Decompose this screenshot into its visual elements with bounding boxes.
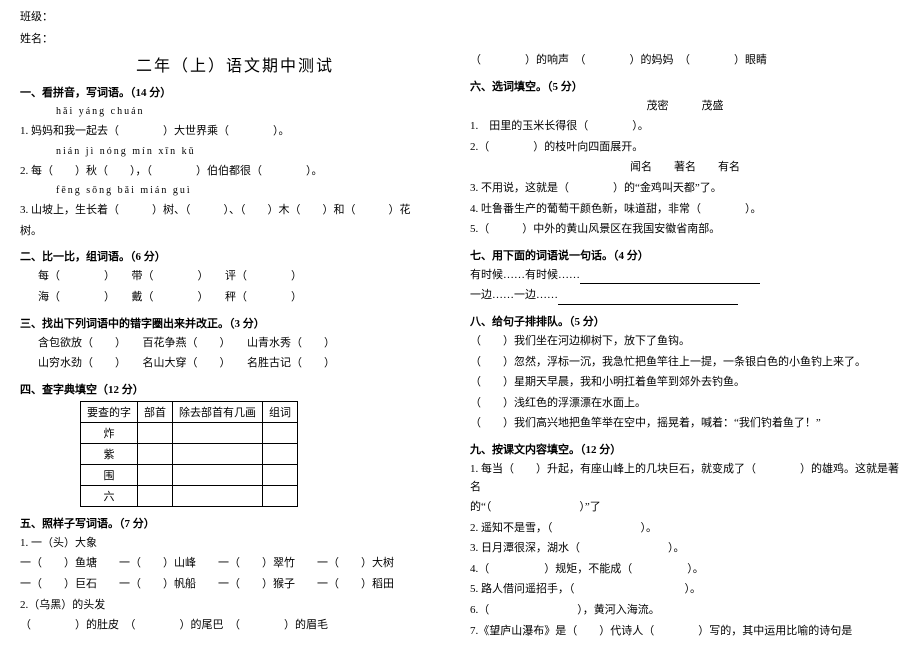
s5-line-3: 一（ ）巨石 一（ ）帆船 一（ ）猴子 一（ ）稻田 — [20, 576, 450, 594]
class-label: 班级： — [20, 8, 900, 24]
s9-line-5: 5. 路人借问遥招手，（ ）。 — [470, 581, 900, 599]
s1-pinyin-2: nián jì nóng mín xīn kǔ — [20, 144, 450, 160]
s6-line-1: 1. 田里的玉米长得很（ ）。 — [470, 118, 900, 136]
s8-line-4: （ ）浅红色的浮漂漂在水面上。 — [470, 395, 900, 413]
th-radical: 部首 — [138, 401, 173, 422]
td-blank — [138, 422, 173, 443]
s9-line-2: 2. 遥知不是雪，（ ）。 — [470, 520, 900, 538]
s9-line-3: 3. 日月潭很深，湖水（ ）。 — [470, 540, 900, 558]
blank-line — [558, 293, 738, 305]
td-blank — [263, 443, 298, 464]
td-blank — [263, 485, 298, 506]
s2-head: 二、比一比，组词语。（6 分） — [20, 248, 450, 264]
td-blank — [173, 422, 263, 443]
s8-head: 八、给句子排排队。（5 分） — [470, 313, 900, 329]
s8-line-5: （ ）我们高兴地把鱼竿举在空中，摇晃着，喊着：“我们钓着鱼了！” — [470, 415, 900, 433]
right-column: （ ）的响声 （ ）的妈妈 （ ）眼睛 六、选词填空。（5 分） 茂密 茂盛 1… — [470, 52, 900, 643]
th-char: 要查的字 — [81, 401, 138, 422]
td-blank — [173, 485, 263, 506]
td-char: 围 — [81, 464, 138, 485]
s8-line-3: （ ）星期天早晨，我和小明扛着鱼竿到郊外去钓鱼。 — [470, 374, 900, 392]
lookup-table: 要查的字 部首 除去部首有几画 组词 炸 紫 围 六 — [80, 401, 298, 507]
s9-head: 九、按课文内容填空。（12 分） — [470, 441, 900, 457]
s9-line-7: 7.《望庐山瀑布》是（ ）代诗人（ ）写的，其中运用比喻的诗句是 — [470, 623, 900, 641]
s5-line-1: 1. 一（头）大象 — [20, 535, 450, 553]
s5-head: 五、照样子写词语。（7 分） — [20, 515, 450, 531]
td-blank — [173, 443, 263, 464]
th-word: 组词 — [263, 401, 298, 422]
s8-line-1: （ ）我们坐在河边柳树下，放下了鱼钩。 — [470, 333, 900, 351]
s8-line-2: （ ）忽然，浮标一沉，我急忙把鱼竿往上一提，一条银白色的小鱼钓上来了。 — [470, 354, 900, 372]
s6-opt-1: 茂密 茂盛 — [470, 98, 900, 116]
exam-title: 二年（上）语文期中测试 — [20, 52, 450, 76]
s6-head: 六、选词填空。（5 分） — [470, 78, 900, 94]
s6-line-4: 4. 吐鲁番生产的葡萄干颜色新，味道甜，非常（ ）。 — [470, 201, 900, 219]
s9-line-1b: 的“（ ）”了 — [470, 499, 900, 517]
table-row: 六 — [81, 485, 298, 506]
td-char: 炸 — [81, 422, 138, 443]
table-row: 紫 — [81, 443, 298, 464]
td-blank — [138, 443, 173, 464]
s5-line-5: （ ）的肚皮 （ ）的尾巴 （ ）的眉毛 — [20, 617, 450, 635]
td-char: 紫 — [81, 443, 138, 464]
s4-head: 四、查字典填空（12 分） — [20, 381, 450, 397]
s9-line-1: 1. 每当（ ）升起，有座山峰上的几块巨石，就变成了（ ）的雄鸡。这就是著名 — [470, 461, 900, 496]
s6-line-5: 5.（ ）中外的黄山风景区在我国安徽省南部。 — [470, 221, 900, 239]
s5-line-4: 2.（乌黑）的头发 — [20, 597, 450, 615]
s7-line-1: 有时候……有时候…… — [470, 267, 900, 285]
header-labels: 班级： 姓名： — [20, 8, 900, 46]
table-row: 炸 — [81, 422, 298, 443]
th-strokes: 除去部首有几画 — [173, 401, 263, 422]
td-char: 六 — [81, 485, 138, 506]
td-blank — [263, 464, 298, 485]
s1-pinyin-1: hǎi yáng chuán — [20, 104, 450, 120]
page-columns: 二年（上）语文期中测试 一、看拼音，写词语。（14 分） hǎi yáng ch… — [20, 52, 900, 643]
td-blank — [263, 422, 298, 443]
s7-prefix-2: 一边……一边…… — [470, 289, 558, 301]
name-label: 姓名： — [20, 30, 900, 46]
blank-line — [580, 272, 760, 284]
s5-right-1: （ ）的响声 （ ）的妈妈 （ ）眼睛 — [470, 52, 900, 70]
s1-line-3b: 树。 — [20, 223, 450, 241]
s6-line-3: 3. 不用说，这就是（ ）的“金鸡叫天都”了。 — [470, 180, 900, 198]
s1-line-1: 1. 妈妈和我一起去（ ）大世界乘（ ）。 — [20, 123, 450, 141]
s2-line-1: 每（ ） 带（ ） 评（ ） — [20, 268, 450, 286]
left-column: 二年（上）语文期中测试 一、看拼音，写词语。（14 分） hǎi yáng ch… — [20, 52, 450, 643]
s3-head: 三、找出下列词语中的错字圈出来并改正。（3 分） — [20, 315, 450, 331]
s7-line-2: 一边……一边…… — [470, 287, 900, 305]
s2-line-2: 海（ ） 戴（ ） 秤（ ） — [20, 289, 450, 307]
td-blank — [138, 464, 173, 485]
table-header-row: 要查的字 部首 除去部首有几画 组词 — [81, 401, 298, 422]
table-row: 围 — [81, 464, 298, 485]
s1-pinyin-3: fēng sōng bǎi mián guì — [20, 183, 450, 199]
td-blank — [138, 485, 173, 506]
s3-line-2: 山穷水劲（ ） 名山大穿（ ） 名胜古记（ ） — [20, 355, 450, 373]
s9-line-6: 6.（ ），黄河入海流。 — [470, 602, 900, 620]
s6-opt-2: 闻名 著名 有名 — [470, 159, 900, 177]
td-blank — [173, 464, 263, 485]
s7-head: 七、用下面的词语说一句话。（4 分） — [470, 247, 900, 263]
s1-line-2: 2. 每（ ）秋（ ），（ ）伯伯都很（ ）。 — [20, 163, 450, 181]
s3-line-1: 含包欲放（ ） 百花争燕（ ） 山青水秀（ ） — [20, 335, 450, 353]
s9-line-4: 4.（ ）规矩，不能成（ ）。 — [470, 561, 900, 579]
s5-line-2: 一（ ）鱼塘 一（ ）山峰 一（ ）翠竹 一（ ）大树 — [20, 555, 450, 573]
s7-prefix-1: 有时候……有时候…… — [470, 269, 580, 281]
s6-line-2: 2.（ ）的枝叶向四面展开。 — [470, 139, 900, 157]
s1-line-3: 3. 山坡上，生长着（ ）树、（ ）、（ ）木（ ）和（ ）花 — [20, 202, 450, 220]
s1-head: 一、看拼音，写词语。（14 分） — [20, 84, 450, 100]
